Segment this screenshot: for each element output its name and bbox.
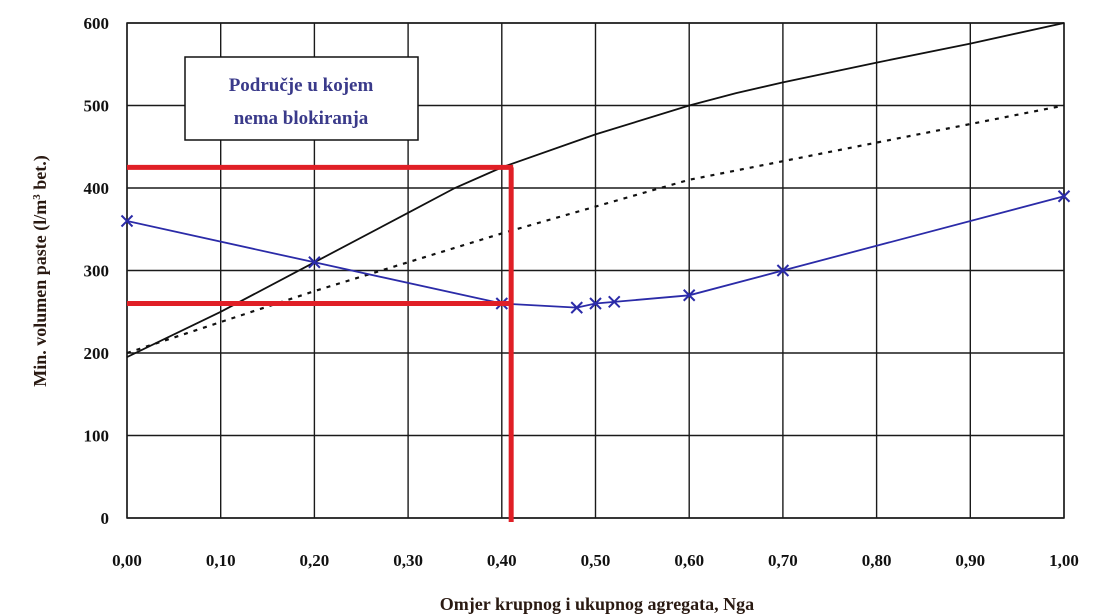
y-axis-title-tail: bet.) (30, 155, 51, 194)
x-tick-label-10: 1,00 (1049, 551, 1079, 570)
annotation-line-1: Područje u kojem (229, 75, 374, 96)
y-tick-label-3: 300 (84, 262, 110, 281)
tick-labels: 0,00 0,10 0,20 0,30 0,40 0,50 0,60 0,70 0,80 0,90… (84, 14, 1079, 570)
x-tick-label-9: 0,90 (955, 551, 985, 570)
x-tick-label-0: 0,00 (112, 551, 142, 570)
series-2-point-6 (682, 289, 696, 302)
marker-stroke-b (308, 256, 321, 269)
x-tick-label-6: 0,60 (674, 551, 704, 570)
series-2-point-4 (589, 297, 602, 310)
annotation-line-2: nema blokiranja (234, 108, 369, 129)
x-tick-label-5: 0,50 (581, 551, 611, 570)
red-guide-lines (127, 164, 514, 522)
x-tick-label-7: 0,70 (768, 551, 798, 570)
series-1-line (126, 104, 1065, 355)
series-2-point-5 (608, 295, 621, 309)
x-tick-label-2: 0,20 (300, 551, 330, 570)
marker-stroke-b (1057, 190, 1071, 203)
y-tick-label-6: 600 (84, 14, 110, 33)
series-2-point-7 (776, 264, 790, 277)
series-2-point-0 (120, 214, 134, 228)
marker-stroke-b (589, 297, 602, 310)
y-tick-label-1: 100 (84, 427, 110, 446)
x-tick-label-8: 0,80 (862, 551, 892, 570)
x-tick-label-3: 0,30 (393, 551, 423, 570)
marker-stroke-b (608, 295, 621, 309)
y-axis-title: Min. volumen paste (l/m3 bet.) (30, 155, 51, 387)
series-2-point-1 (308, 256, 321, 269)
y-tick-label-4: 400 (84, 179, 110, 198)
annotation-box: Područje u kojem nema blokiranja (184, 56, 419, 141)
grid (126, 22, 1065, 519)
marker-stroke-b (120, 214, 134, 228)
y-tick-label-0: 0 (101, 509, 110, 528)
x-tick-label-1: 0,10 (206, 551, 236, 570)
series-group (120, 22, 1071, 358)
marker-stroke-b (776, 264, 790, 277)
y-tick-label-5: 500 (84, 97, 110, 116)
marker-stroke-b (682, 289, 696, 302)
annotation-frame (184, 56, 419, 141)
x-axis-title: Omjer krupnog i ukupnog agregata, Nga (440, 594, 754, 614)
x-tick-label-4: 0,40 (487, 551, 517, 570)
marker-stroke-b (570, 301, 583, 314)
series-2-point-3 (570, 301, 583, 314)
y-axis-title-main: Min. volumen paste (l/m (30, 200, 51, 387)
y-tick-label-2: 200 (84, 344, 110, 363)
series-2-point-8 (1057, 190, 1071, 203)
y-axis-title-superscript: 3 (31, 194, 43, 200)
